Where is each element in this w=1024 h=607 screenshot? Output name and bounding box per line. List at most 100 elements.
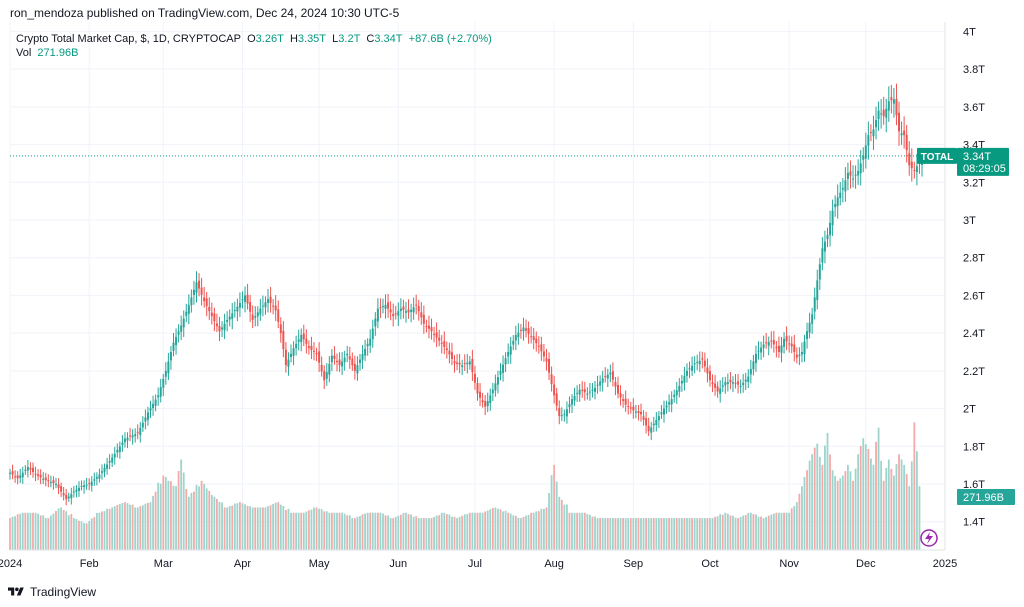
volume-bar — [433, 517, 435, 550]
y-axis: 1.4T1.6T1.8T2T2.2T2.4T2.6T2.8T3T3.2T3.4T… — [944, 22, 985, 550]
x-tick-label: Dec — [856, 558, 876, 570]
candle-body — [415, 304, 418, 306]
candle-body — [731, 382, 734, 384]
chart-area[interactable]: 1.4T 1.6T 1.8T 2T 2.2T 2.4T 2.6T 2.8T 3T 3.2T 3.4T… — [0, 22, 1024, 577]
candle-body — [430, 327, 433, 332]
volume-bar — [599, 518, 602, 550]
candle-body — [905, 134, 908, 151]
candle-body — [747, 376, 750, 383]
volume-bar — [657, 518, 660, 550]
price-chart[interactable]: 1.4T1.6T1.8T2T2.2T2.4T2.6T2.8T3T3.2T3.4T… — [0, 22, 1024, 577]
volume-bar — [32, 512, 34, 550]
candle-body — [31, 467, 34, 473]
candle-body — [39, 474, 42, 478]
candle-body — [476, 382, 479, 394]
candle-body — [522, 327, 525, 332]
volume-bar — [742, 515, 745, 550]
candle-body — [760, 347, 763, 353]
legend-open-label: O — [247, 33, 256, 45]
volume-bar — [604, 518, 607, 550]
volume-bar — [144, 503, 147, 550]
candle-body — [292, 348, 295, 356]
candle-body — [26, 467, 29, 471]
volume-bar — [147, 502, 149, 550]
candle-body — [167, 361, 170, 374]
volume-bar — [180, 459, 183, 550]
volume-bar — [545, 507, 548, 550]
candle-body — [463, 363, 466, 365]
volume-bar — [394, 516, 397, 550]
candle-body — [629, 407, 632, 409]
volume-bar — [706, 518, 709, 550]
volume-bar — [72, 518, 75, 550]
candle-body — [811, 314, 814, 324]
candle-body — [591, 389, 594, 392]
volume-bar — [170, 481, 172, 550]
candle-body — [269, 296, 272, 303]
y-tick-label: 2T — [963, 404, 976, 416]
volume-bar — [466, 513, 469, 550]
volume-bar — [913, 422, 916, 550]
candle-body — [913, 169, 916, 171]
candle-body — [149, 408, 152, 411]
candle-body — [420, 312, 423, 318]
volume-bar — [555, 481, 558, 550]
volume-bar — [361, 514, 364, 550]
candle-body — [320, 364, 323, 372]
candle-body — [816, 280, 819, 301]
volume-bar — [67, 515, 70, 550]
candle-body — [542, 351, 545, 357]
candle-body — [75, 489, 78, 492]
volume-bar — [747, 512, 750, 550]
volume-bar — [737, 518, 739, 550]
candle-body — [885, 108, 888, 118]
legend-open-value: 3.26T — [255, 33, 284, 45]
volume-bar — [272, 503, 275, 550]
candle-body — [910, 161, 913, 169]
candle-body — [854, 174, 857, 176]
volume-bar — [297, 512, 300, 550]
volume-bar — [216, 498, 218, 550]
volume-bar — [586, 513, 589, 550]
volume-bar — [854, 468, 857, 550]
volume-bar — [126, 503, 129, 550]
volume-bar — [259, 507, 262, 550]
volume-bar — [652, 518, 655, 550]
volume-bar — [397, 515, 400, 550]
candle-body — [877, 110, 880, 120]
candle-body — [581, 389, 584, 391]
candle-body — [330, 355, 333, 363]
candle-body — [903, 130, 906, 136]
candle-body — [108, 460, 111, 463]
candle-body — [394, 313, 397, 315]
volume-bar — [382, 513, 384, 550]
x-tick-label: Feb — [80, 558, 99, 570]
volume-bar — [223, 507, 226, 550]
volume-bar — [430, 518, 433, 550]
footer-brand[interactable]: TradingView — [8, 582, 96, 602]
candle-body — [502, 364, 505, 373]
candle-body — [404, 311, 407, 313]
volume-bar — [550, 475, 553, 550]
volume-bar — [548, 493, 550, 550]
candle-body — [14, 476, 17, 478]
candle-body — [126, 437, 129, 441]
volume-bar — [443, 512, 446, 550]
volume-bar — [583, 512, 586, 550]
candle-body — [387, 302, 390, 309]
volume-bar — [701, 518, 704, 550]
candle-body — [826, 235, 829, 240]
candle-body — [456, 362, 459, 364]
volume-bar — [629, 518, 632, 550]
candle-body — [744, 379, 747, 382]
volume-bar — [558, 496, 561, 550]
candle-body — [849, 171, 852, 176]
volume-bar — [351, 518, 354, 550]
candle-body — [131, 435, 134, 438]
candle-body — [639, 411, 642, 415]
candle-body — [205, 298, 208, 307]
lightning-icon[interactable] — [920, 529, 938, 547]
candle-body — [134, 434, 137, 437]
volume-bar — [287, 508, 290, 550]
